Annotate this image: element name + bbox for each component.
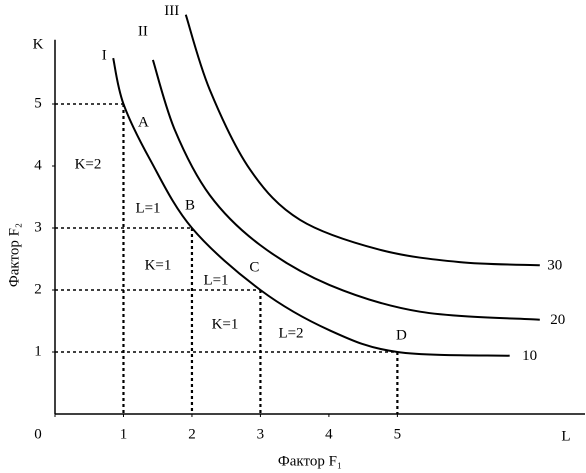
isoquant — [184, 14, 540, 267]
x-tick-label: 3 — [257, 426, 265, 442]
region-annotation: L=1 — [203, 272, 228, 288]
x-tick-label: 2 — [188, 426, 196, 442]
curve-level: 10 — [522, 348, 537, 364]
region-annotation: K=2 — [75, 156, 102, 172]
curve-name: II — [138, 23, 148, 39]
x-tick-label: 5 — [394, 426, 402, 442]
point-label: D — [396, 327, 407, 343]
region-annotation: L=2 — [278, 325, 303, 341]
y-tick-label: 2 — [34, 281, 42, 297]
curve-name: III — [164, 3, 179, 19]
curve-level: 30 — [547, 258, 562, 274]
isoquant — [151, 59, 540, 321]
x-tick-label: 1 — [120, 426, 128, 442]
point-label: C — [249, 259, 259, 275]
curve-level: 20 — [550, 312, 565, 328]
y-axis-label: Фактор F₂ — [6, 223, 22, 287]
point-label: A — [138, 114, 149, 130]
y-tick-label: 5 — [34, 95, 42, 111]
curve-name: I — [102, 48, 107, 64]
y-tick-label: 1 — [34, 343, 42, 359]
isoquant — [112, 57, 510, 357]
point-label: B — [185, 197, 195, 213]
x-tick-label: 0 — [34, 426, 42, 442]
region-annotation: L=1 — [135, 200, 160, 216]
region-annotation: K=1 — [212, 316, 239, 332]
x-axis-end-label: L — [561, 428, 570, 444]
y-axis-end-label: K — [33, 36, 44, 52]
y-tick-label: 4 — [34, 157, 42, 173]
x-tick-label: 4 — [325, 426, 333, 442]
x-axis-label: Фактор F₁ — [278, 453, 342, 469]
y-tick-label: 3 — [34, 219, 42, 235]
region-annotation: K=1 — [145, 257, 172, 273]
